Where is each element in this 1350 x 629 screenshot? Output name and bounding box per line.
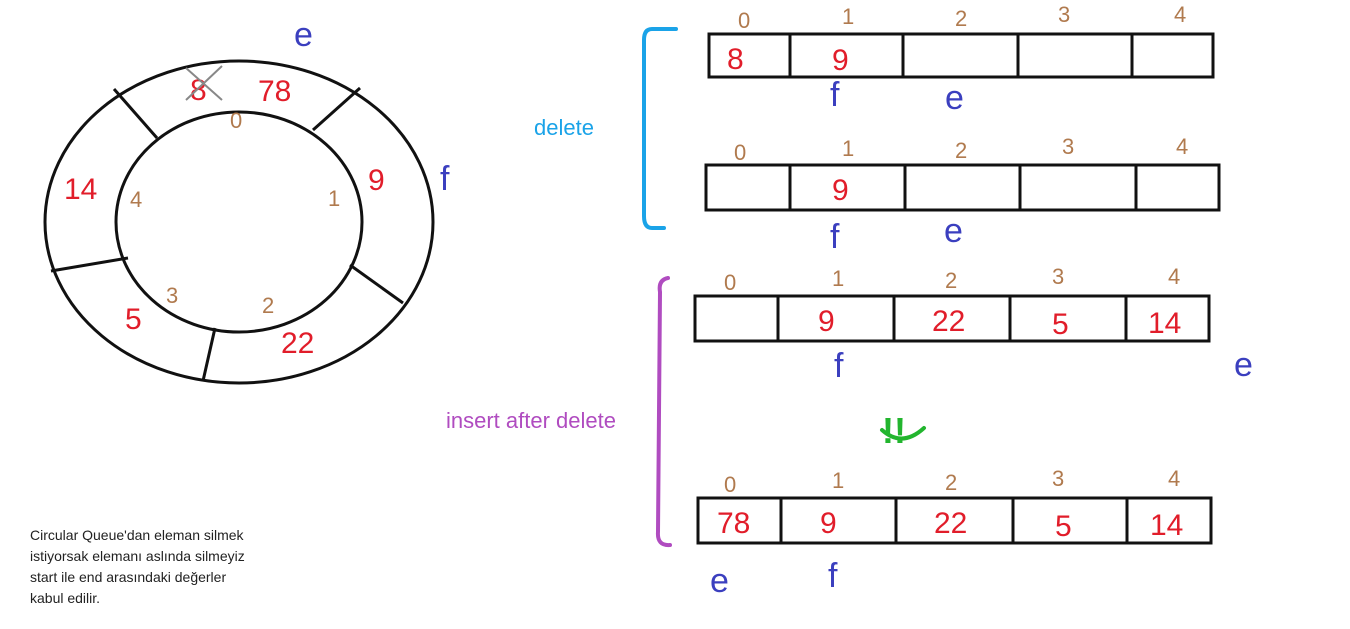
note-line-4: kabul edilir. (30, 588, 320, 609)
array-3-index-2: 2 (945, 268, 957, 293)
array-2-index-4: 4 (1176, 134, 1188, 159)
circle-index-0: 0 (230, 108, 242, 133)
circle-index-4: 4 (130, 187, 142, 212)
array-1-index-0: 0 (738, 8, 750, 33)
array-4-cell-0: 78 (717, 507, 750, 540)
circle-value-3: 5 (125, 303, 142, 336)
circle-index-1: 1 (328, 186, 340, 211)
circle-value-0: 78 (258, 75, 291, 108)
delete-label: delete (534, 115, 594, 140)
array-3-index-4: 4 (1168, 264, 1180, 289)
array-4-end-pointer: e (710, 562, 729, 600)
array-3-cell-1: 9 (818, 305, 835, 338)
array-2-front-pointer: f (830, 218, 840, 256)
circle-value-1: 9 (368, 164, 385, 197)
array-3: 0 1 2 3 4 9 22 5 14 f e (695, 264, 1253, 385)
circle-front-marker: f (440, 160, 450, 198)
array-4: 0 1 2 3 4 78 9 22 5 14 f e (698, 466, 1211, 600)
insert-after-delete-label: insert after delete (446, 408, 616, 433)
insert-bracket (658, 278, 670, 545)
array-4-cell-2: 22 (934, 507, 967, 540)
array-3-cell-3: 5 (1052, 308, 1069, 341)
array-3-index-3: 3 (1052, 264, 1064, 289)
array-3-cell-4: 14 (1148, 307, 1181, 340)
array-1-index-4: 4 (1174, 2, 1186, 27)
array-4-index-1: 1 (832, 468, 844, 493)
array-4-cell-4: 14 (1150, 509, 1183, 542)
circle-value-2: 22 (281, 327, 314, 360)
array-1-cell-1: 9 (832, 44, 849, 77)
array-2-index-0: 0 (734, 140, 746, 165)
array-1-cell-0: 8 (727, 43, 744, 76)
array-2-index-2: 2 (955, 138, 967, 163)
array-4-index-2: 2 (945, 470, 957, 495)
circle-value-4: 14 (64, 173, 97, 206)
array-1-index-1: 1 (842, 4, 854, 29)
array-4-index-3: 3 (1052, 466, 1064, 491)
array-3-end-pointer: e (1234, 346, 1253, 384)
array-4-index-0: 0 (724, 472, 736, 497)
array-3-index-0: 0 (724, 270, 736, 295)
note-line-2: istiyorsak elemanı aslında silmeyiz (30, 546, 320, 567)
array-4-cell-3: 5 (1055, 510, 1072, 543)
array-1-end-pointer: e (945, 79, 964, 117)
array-2-cell-1: 9 (832, 174, 849, 207)
array-4-front-pointer: f (828, 557, 838, 595)
note-line-3: start ile end arasındaki değerler (30, 567, 320, 588)
array-2-index-3: 3 (1062, 134, 1074, 159)
array-3-cell-2: 22 (932, 305, 965, 338)
array-3-index-1: 1 (832, 266, 844, 291)
array-2: 0 1 2 3 4 9 f e (706, 134, 1219, 256)
array-1-front-pointer: f (830, 76, 840, 114)
circle-end-marker: e (294, 16, 313, 54)
circle-index-2: 2 (262, 293, 274, 318)
note-line-1: Circular Queue'dan eleman silmek (30, 525, 320, 546)
array-3-front-pointer: f (834, 347, 844, 385)
delete-bracket (644, 29, 676, 228)
circle-index-3: 3 (166, 283, 178, 308)
array-2-end-pointer: e (944, 212, 963, 250)
array-4-index-4: 4 (1168, 466, 1180, 491)
array-1-index-2: 2 (955, 6, 967, 31)
array-1: 0 1 2 3 4 8 9 f e (709, 2, 1213, 117)
explanation-note: Circular Queue'dan eleman silmek istiyor… (30, 525, 320, 609)
array-2-index-1: 1 (842, 136, 854, 161)
array-4-cell-1: 9 (820, 507, 837, 540)
array-1-index-3: 3 (1058, 2, 1070, 27)
